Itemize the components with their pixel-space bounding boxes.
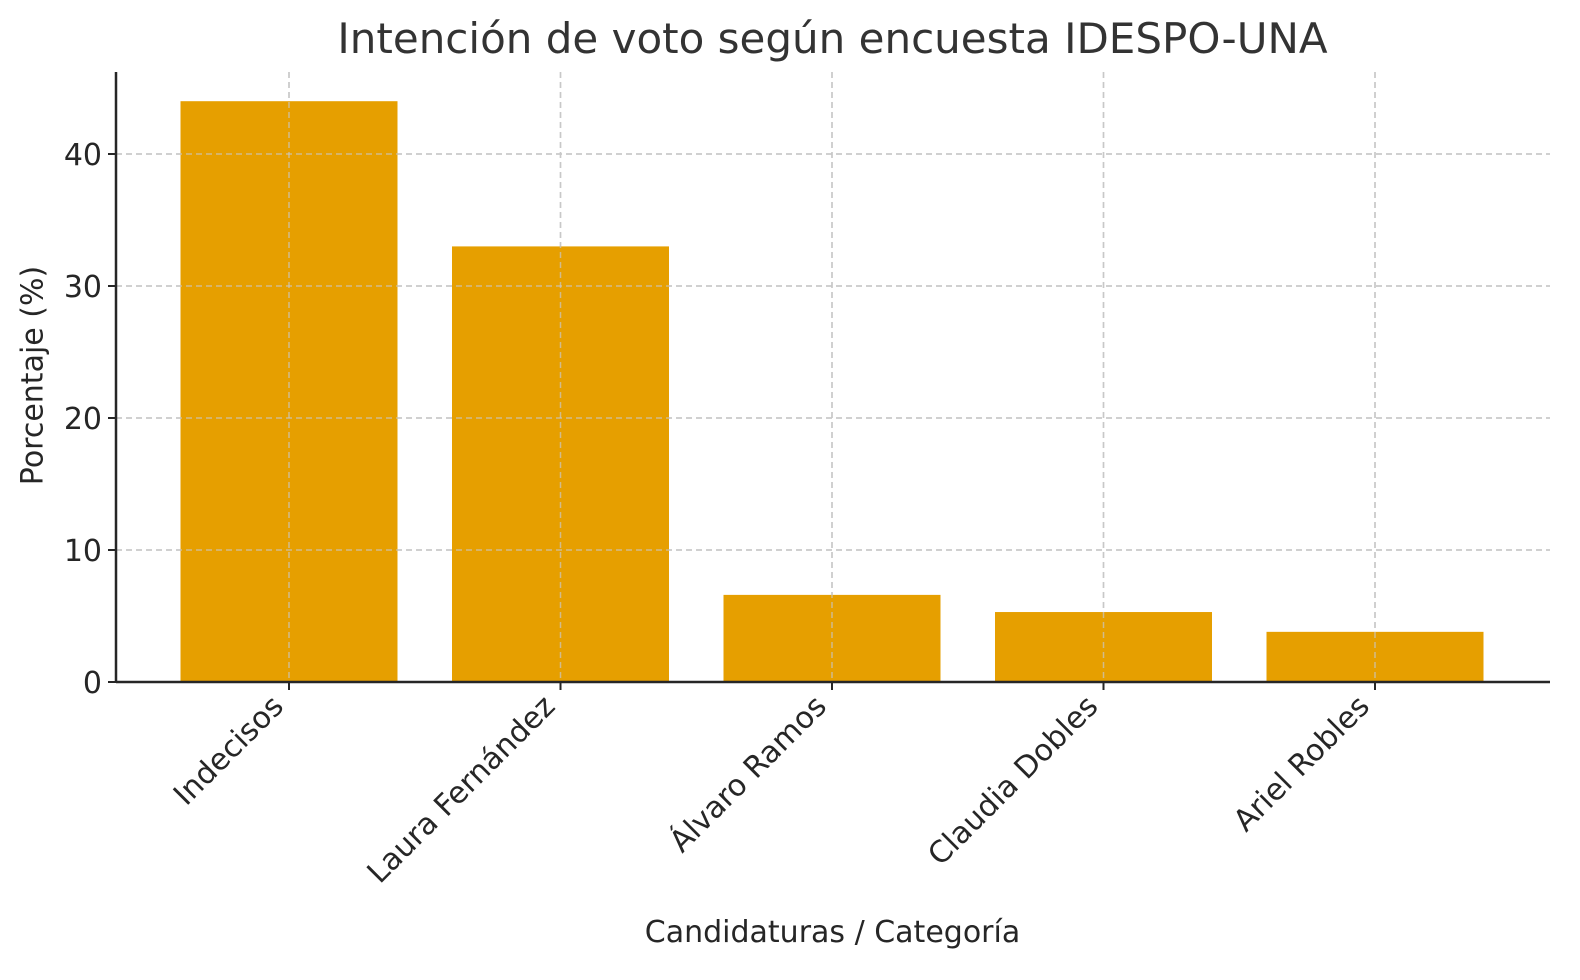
y-tick-label: 20 — [64, 402, 102, 437]
x-tick-label: Indecisos — [167, 689, 291, 813]
x-tick-label: Claudia Dobles — [921, 689, 1105, 873]
x-tick-label: Laura Fernández — [361, 689, 562, 890]
x-tick-label: Ariel Robles — [1227, 689, 1377, 839]
y-tick-label: 0 — [83, 666, 102, 701]
x-axis-label: Candidaturas / Categoría — [644, 915, 1021, 950]
x-tick-label: Álvaro Ramos — [662, 688, 833, 859]
chart-title: Intención de voto según encuesta IDESPO-… — [337, 14, 1328, 63]
y-tick-label: 30 — [64, 270, 102, 305]
y-tick-label: 10 — [64, 534, 102, 569]
y-tick-label: 40 — [64, 138, 102, 173]
y-axis-label: Porcentaje (%) — [15, 265, 51, 486]
